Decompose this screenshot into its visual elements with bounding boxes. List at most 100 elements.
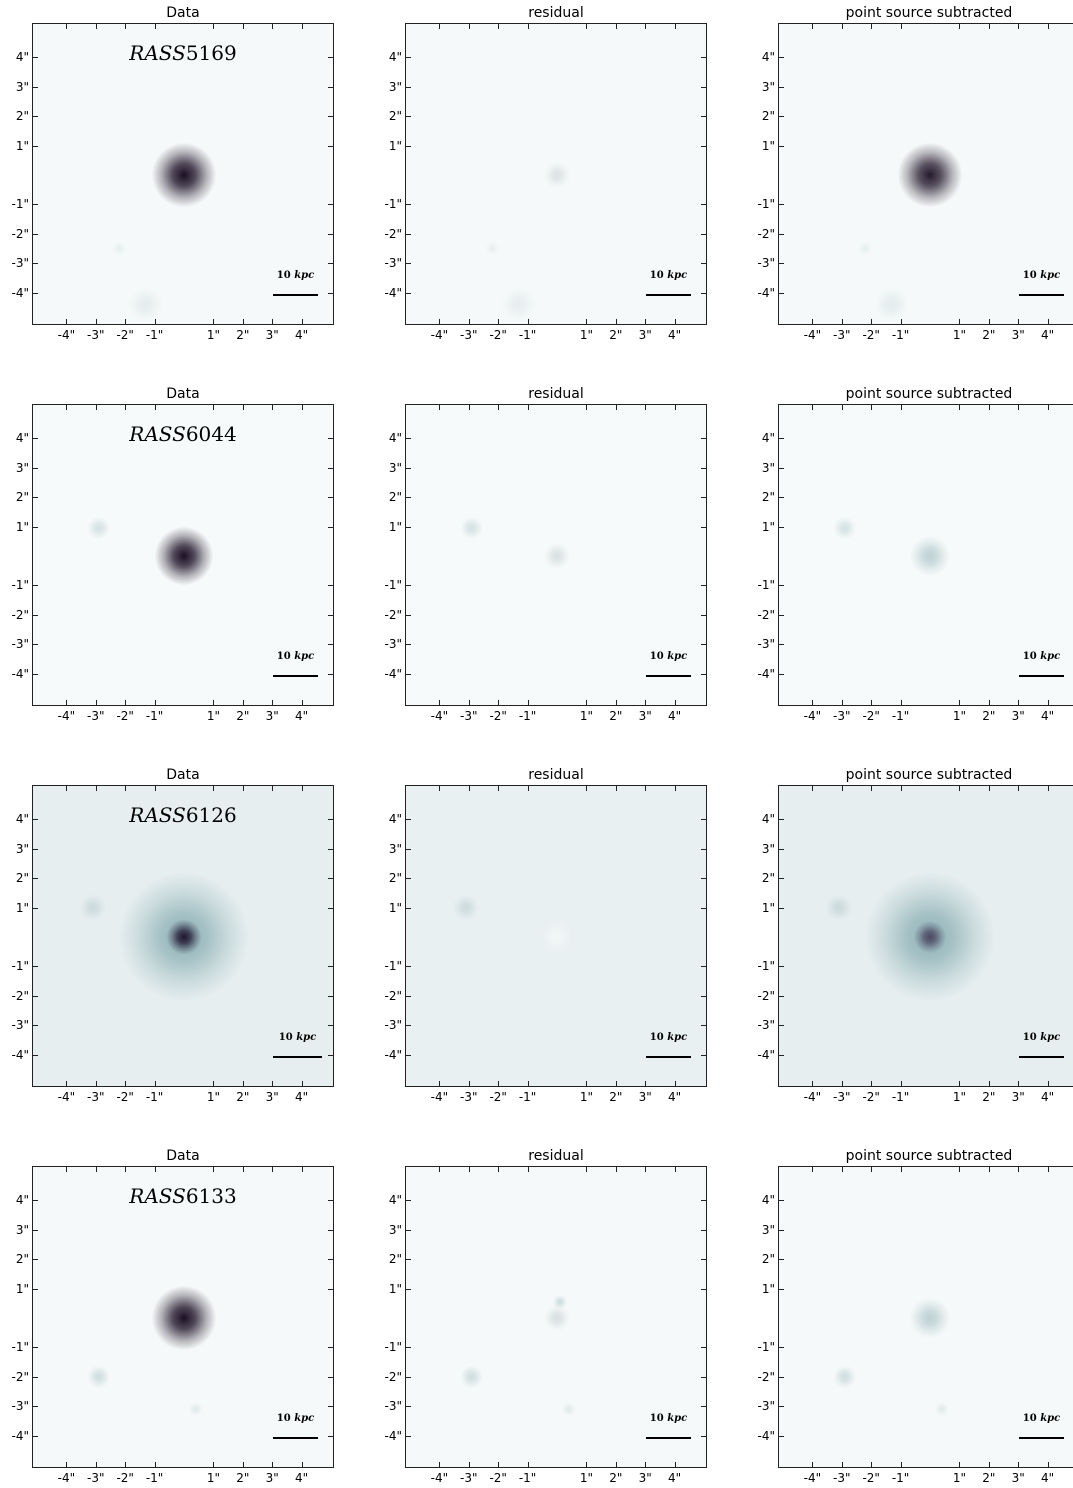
scale-bar	[646, 1056, 691, 1058]
x-tick-label: 2"	[236, 328, 250, 342]
x-tick-mark	[272, 786, 274, 791]
y-tick-label: -2"	[757, 226, 775, 241]
y-tick-mark	[406, 1025, 411, 1027]
x-tick-mark	[498, 1167, 500, 1172]
y-tick-label: -3"	[11, 1399, 29, 1414]
x-tick-mark	[213, 1462, 215, 1467]
y-tick-mark	[701, 116, 706, 118]
x-tick-mark	[1047, 700, 1049, 705]
scale-bar-unit: kpc	[294, 1413, 315, 1424]
companion-source	[86, 1365, 111, 1389]
x-tick-mark	[468, 319, 470, 324]
x-tick-label: 1"	[206, 709, 220, 723]
y-tick-mark	[701, 145, 706, 147]
x-tick-label: 4"	[1041, 328, 1055, 342]
x-tick-mark	[645, 786, 647, 791]
x-tick-label: 2"	[982, 709, 996, 723]
y-tick-label: 4"	[388, 431, 402, 446]
image-panel-subtracted	[778, 785, 1073, 1087]
x-tick-mark	[125, 319, 127, 324]
y-tick-mark	[33, 995, 38, 997]
x-tick-label: -4"	[803, 1471, 822, 1485]
x-tick-mark	[154, 1081, 156, 1086]
x-tick-label: -4"	[803, 328, 822, 342]
y-tick-label: 2"	[388, 1252, 402, 1267]
x-tick-mark	[841, 405, 843, 410]
y-tick-label: 3"	[388, 1222, 402, 1237]
y-tick-label: 4"	[15, 431, 29, 446]
y-tick-mark	[779, 116, 784, 118]
x-tick-mark	[812, 405, 814, 410]
y-tick-mark	[33, 1376, 38, 1378]
y-tick-label: 1"	[761, 138, 775, 153]
y-tick-mark	[33, 145, 38, 147]
scale-bar-unit: kpc	[1040, 651, 1061, 662]
y-tick-label: -4"	[757, 1047, 775, 1062]
y-tick-label: 2"	[388, 109, 402, 124]
y-tick-label: 1"	[761, 1281, 775, 1296]
y-tick-label: -2"	[11, 1369, 29, 1384]
x-tick-label: 3"	[1011, 709, 1025, 723]
x-tick-mark	[301, 24, 303, 29]
y-tick-mark	[779, 614, 784, 616]
x-tick-label: -1"	[145, 328, 164, 342]
y-tick-mark	[328, 526, 333, 528]
x-tick-mark	[95, 700, 97, 705]
y-tick-label: -1"	[384, 959, 402, 974]
x-tick-mark	[301, 1081, 303, 1086]
y-tick-mark	[33, 204, 38, 206]
panel-title-subtracted: point source subtracted	[845, 5, 1013, 21]
x-tick-label: -4"	[430, 709, 449, 723]
y-tick-mark	[328, 878, 333, 880]
y-tick-mark	[701, 438, 706, 440]
x-tick-label: 3"	[265, 1090, 279, 1104]
y-tick-mark	[328, 1406, 333, 1408]
y-tick-label: 3"	[388, 841, 402, 856]
x-tick-mark	[959, 786, 961, 791]
x-tick-mark	[645, 1081, 647, 1086]
astronomical-image	[33, 786, 333, 1086]
y-tick-label: 4"	[388, 812, 402, 827]
y-tick-mark	[33, 438, 38, 440]
x-tick-mark	[439, 1462, 441, 1467]
y-tick-mark	[328, 497, 333, 499]
x-tick-mark	[586, 1081, 588, 1086]
y-tick-mark	[33, 497, 38, 499]
x-tick-label: 1"	[206, 1090, 220, 1104]
object-number: 6044	[185, 422, 237, 446]
x-tick-mark	[959, 700, 961, 705]
y-tick-mark	[701, 1054, 706, 1056]
y-tick-mark	[33, 907, 38, 909]
x-tick-label: -3"	[87, 1090, 105, 1104]
companion-source	[825, 894, 853, 921]
y-tick-mark	[406, 1288, 411, 1290]
x-tick-mark	[527, 319, 529, 324]
x-tick-mark	[959, 1167, 961, 1172]
x-tick-label: -4"	[803, 1090, 822, 1104]
y-tick-mark	[328, 57, 333, 59]
companion-source	[501, 286, 537, 322]
y-tick-label: -2"	[11, 607, 29, 622]
x-tick-mark	[645, 319, 647, 324]
y-tick-label: 4"	[388, 50, 402, 65]
y-tick-label: -1"	[11, 959, 29, 974]
astronomical-image	[779, 786, 1073, 1086]
x-tick-mark	[900, 1462, 902, 1467]
scale-bar-value: 10	[276, 651, 291, 662]
x-tick-mark	[674, 1167, 676, 1172]
x-tick-label: -3"	[87, 1471, 105, 1485]
x-tick-mark	[125, 1462, 127, 1467]
y-tick-mark	[701, 1229, 706, 1231]
x-tick-mark	[959, 319, 961, 324]
y-tick-mark	[33, 116, 38, 118]
y-tick-mark	[33, 57, 38, 59]
x-tick-mark	[154, 319, 156, 324]
companion-source	[561, 1401, 577, 1417]
x-tick-mark	[645, 24, 647, 29]
companion-source	[452, 894, 480, 921]
y-tick-mark	[701, 233, 706, 235]
scale-bar	[273, 294, 318, 296]
y-tick-label: 3"	[15, 841, 29, 856]
y-tick-label: 1"	[761, 900, 775, 915]
y-tick-label: -1"	[757, 197, 775, 212]
